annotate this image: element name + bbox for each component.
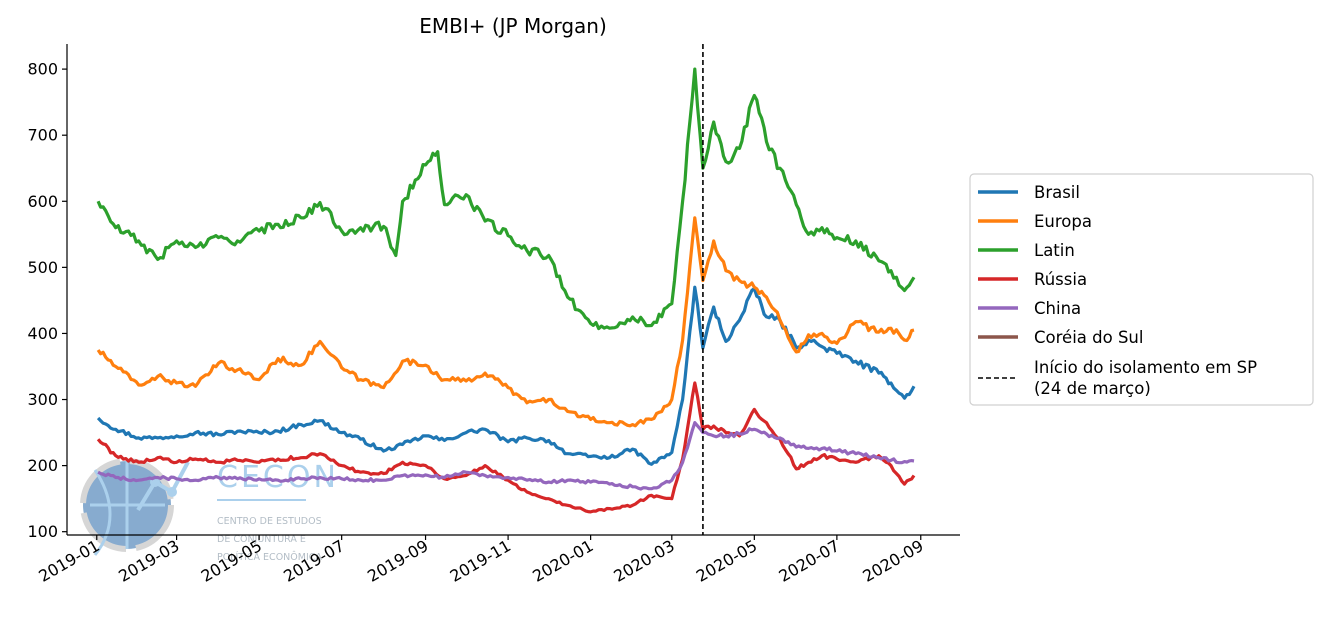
legend: Brasil Europa Latin Rússia China Coréia do Su… [969, 173, 1314, 406]
legend-label: Brasil [1034, 183, 1080, 202]
x-tick-label: 2020-05 [693, 536, 760, 586]
legend-label-vline: Início do isolamento em SP [1034, 358, 1257, 377]
logo-trend-icon [136, 461, 190, 512]
x-tick-label: 2020-07 [775, 536, 842, 586]
series-line-r-ssia [96, 381, 916, 514]
logo-ring-icon [80, 458, 174, 552]
legend-label-vline: (24 de março) [1034, 379, 1151, 398]
legend-label: China [1034, 299, 1081, 318]
y-tick-label: 400 [27, 324, 58, 343]
logo-dot-icon [167, 487, 177, 497]
series-line-europa [96, 216, 915, 428]
y-tick-label: 300 [27, 390, 58, 409]
logo-tagline-3: POLÍTICA ECONÔMICA [217, 551, 322, 563]
series-line-brasil [96, 285, 916, 466]
y-tick-label: 200 [27, 456, 58, 475]
x-tick-label: 2019-09 [364, 536, 431, 586]
legend-label: Europa [1034, 212, 1092, 231]
x-tick-label: 2020-09 [859, 536, 926, 586]
y-tick-label: 800 [27, 60, 58, 79]
y-tick-label: 500 [27, 258, 58, 277]
x-tick-label: 2020-03 [610, 536, 677, 586]
legend-label: Latin [1034, 241, 1075, 260]
series-line-latin [96, 67, 916, 331]
series-line-china [97, 421, 915, 491]
logo-tagline-2: DE CONJUNTURA E [217, 534, 306, 545]
x-tick-label: 2019-01 [35, 536, 102, 586]
x-tick-label: 2020-01 [529, 536, 596, 586]
logo-tagline-1: CENTRO DE ESTUDOS [217, 516, 322, 527]
y-tick-label: 100 [27, 522, 58, 541]
legend-label: Rússia [1034, 270, 1087, 289]
cecon-watermark-logo: CECON CENTRO DE ESTUDOS DE CONJUNTURA E … [80, 458, 336, 563]
logo-meridian-icon [90, 461, 165, 556]
chart-title: EMBI+ (JP Morgan) [419, 14, 607, 38]
x-tick-label: 2019-11 [447, 536, 514, 586]
series-layer [96, 67, 916, 514]
y-tick-label: 700 [27, 126, 58, 145]
y-tick-label: 600 [27, 192, 58, 211]
legend-label: Coréia do Sul [1034, 328, 1143, 347]
legend-box [969, 173, 1314, 406]
